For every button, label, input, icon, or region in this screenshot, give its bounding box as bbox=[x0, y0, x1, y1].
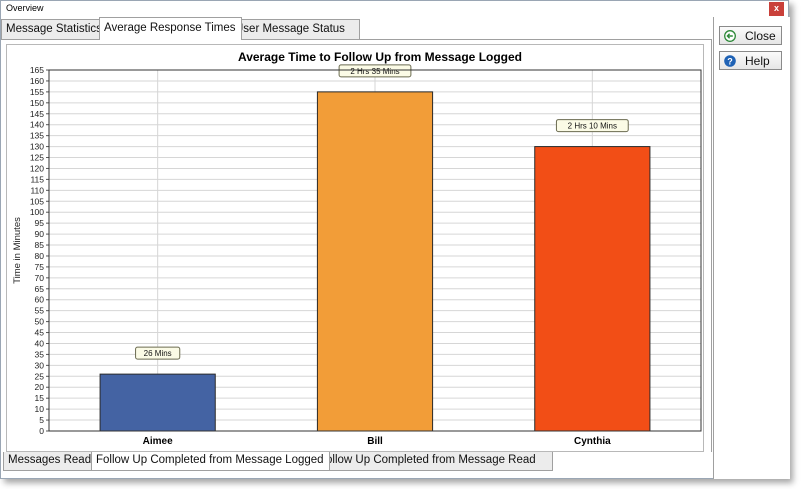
tab-follow-up-completed-read[interactable]: Follow Up Completed from Message Read bbox=[314, 452, 553, 471]
data-label-box bbox=[135, 346, 181, 360]
y-tick-label: 55 bbox=[35, 306, 45, 316]
tab-user-message-status[interactable]: User Message Status bbox=[230, 19, 360, 40]
y-tick-label: 110 bbox=[30, 185, 44, 195]
tab-average-response-times[interactable]: Average Response Times bbox=[99, 17, 243, 40]
help-button[interactable]: ? Help bbox=[719, 51, 782, 70]
data-label: 2 Hrs 10 Mins bbox=[568, 122, 617, 131]
bar-aimee bbox=[99, 373, 216, 432]
title-bar[interactable]: Overview x bbox=[1, 1, 788, 17]
overview-window: Overview x Message Statistics Average Re… bbox=[0, 0, 790, 479]
tab-follow-up-completed-logged[interactable]: Follow Up Completed from Message Logged bbox=[91, 452, 330, 471]
x-tick-label: Cynthia bbox=[574, 436, 611, 447]
y-tick-label: 15 bbox=[35, 393, 45, 403]
data-label-box bbox=[555, 119, 629, 133]
y-tick-label: 115 bbox=[30, 174, 44, 184]
y-tick-label: 165 bbox=[30, 65, 44, 75]
tab-messages-read[interactable]: Messages Read bbox=[3, 452, 98, 471]
bar-chart: Average Time to Follow Up from Message L… bbox=[12, 50, 702, 447]
y-tick-label: 140 bbox=[30, 120, 44, 130]
bar-bill bbox=[316, 91, 434, 432]
y-tick-label: 70 bbox=[35, 273, 45, 283]
data-label: 2 Hrs 35 Mins bbox=[350, 67, 399, 76]
y-tick-label: 100 bbox=[30, 207, 44, 217]
data-label-box bbox=[338, 64, 412, 78]
y-tick-label: 120 bbox=[30, 163, 44, 173]
svg-text:?: ? bbox=[727, 56, 733, 66]
y-tick-label: 130 bbox=[30, 142, 44, 152]
y-tick-label: 75 bbox=[35, 262, 45, 272]
y-tick-label: 0 bbox=[39, 426, 44, 436]
y-tick-label: 50 bbox=[35, 317, 45, 327]
y-tick-label: 135 bbox=[30, 131, 44, 141]
chart-title: Average Time to Follow Up from Message L… bbox=[238, 50, 522, 64]
y-tick-label: 80 bbox=[35, 251, 45, 261]
y-tick-label: 40 bbox=[35, 338, 45, 348]
help-button-label: Help bbox=[745, 54, 770, 68]
y-tick-label: 105 bbox=[30, 196, 44, 206]
window-close-button[interactable]: x bbox=[769, 2, 784, 16]
close-button-label: Close bbox=[745, 29, 776, 43]
window-title: Overview bbox=[6, 3, 44, 13]
y-tick-label: 85 bbox=[35, 240, 45, 250]
y-tick-label: 155 bbox=[30, 87, 44, 97]
y-axis-label: Time in Minutes bbox=[12, 217, 23, 284]
chart-frame: Average Time to Follow Up from Message L… bbox=[6, 44, 704, 452]
y-tick-label: 125 bbox=[30, 153, 44, 163]
y-tick-label: 30 bbox=[35, 360, 45, 370]
tab-message-statistics[interactable]: Message Statistics bbox=[1, 19, 109, 40]
y-tick-label: 150 bbox=[30, 98, 44, 108]
y-tick-label: 45 bbox=[35, 328, 45, 338]
help-icon: ? bbox=[724, 55, 736, 67]
data-label: 26 Mins bbox=[144, 349, 172, 358]
y-tick-label: 95 bbox=[35, 218, 45, 228]
y-tick-label: 20 bbox=[35, 382, 45, 392]
y-tick-label: 65 bbox=[35, 284, 45, 294]
y-tick-label: 160 bbox=[30, 76, 44, 86]
content-panel: Average Time to Follow Up from Message L… bbox=[1, 39, 712, 452]
y-tick-label: 145 bbox=[30, 109, 44, 119]
top-tab-bar: Message Statistics Average Response Time… bbox=[1, 17, 711, 40]
x-tick-label: Aimee bbox=[143, 436, 173, 447]
x-tick-label: Bill bbox=[367, 436, 383, 447]
y-tick-label: 35 bbox=[35, 349, 45, 359]
y-tick-label: 10 bbox=[35, 404, 45, 414]
plot-area-border bbox=[48, 69, 702, 432]
y-tick-label: 90 bbox=[35, 229, 45, 239]
bottom-tab-bar: Messages Read Follow Up Completed from M… bbox=[1, 452, 712, 472]
y-tick-label: 25 bbox=[35, 371, 45, 381]
back-arrow-icon bbox=[724, 30, 736, 42]
close-button[interactable]: Close bbox=[719, 26, 782, 45]
y-tick-label: 5 bbox=[39, 415, 44, 425]
bar-cynthia bbox=[534, 146, 651, 432]
y-tick-label: 60 bbox=[35, 295, 45, 305]
side-panel: Close ? Help bbox=[713, 17, 790, 479]
